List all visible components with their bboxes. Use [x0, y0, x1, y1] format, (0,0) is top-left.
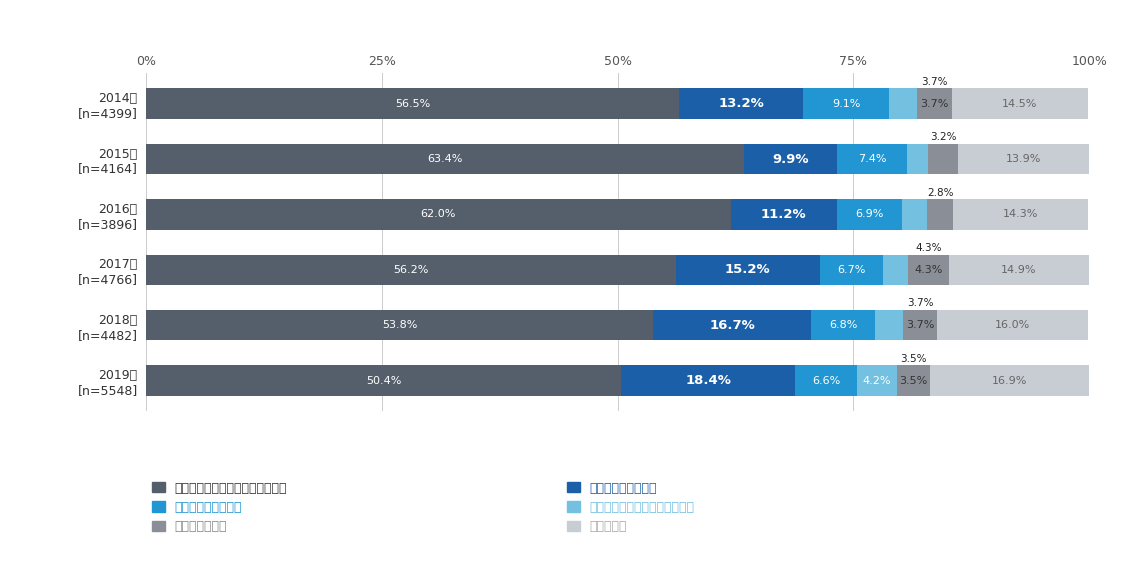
Bar: [928, 144, 958, 175]
Bar: [951, 88, 1088, 119]
Bar: [811, 310, 875, 341]
Bar: [897, 365, 930, 396]
Text: 56.5%: 56.5%: [395, 99, 430, 109]
Text: 56.2%: 56.2%: [393, 265, 429, 275]
Text: 3.7%: 3.7%: [921, 77, 948, 87]
Text: 3.2%: 3.2%: [930, 132, 957, 142]
Bar: [938, 310, 1088, 341]
Bar: [745, 144, 838, 175]
Text: 3.7%: 3.7%: [920, 99, 948, 109]
Bar: [930, 365, 1089, 396]
Text: 7.4%: 7.4%: [858, 154, 886, 164]
Bar: [953, 199, 1088, 230]
Text: 18.4%: 18.4%: [685, 374, 731, 387]
Bar: [903, 310, 938, 341]
Text: 62.0%: 62.0%: [421, 209, 456, 220]
Text: 13.2%: 13.2%: [719, 97, 764, 110]
Bar: [889, 88, 916, 119]
Bar: [838, 144, 907, 175]
Bar: [928, 199, 953, 230]
Text: 53.8%: 53.8%: [382, 320, 418, 330]
Bar: [146, 199, 731, 230]
Text: 4.2%: 4.2%: [862, 376, 892, 386]
Text: 3.7%: 3.7%: [906, 298, 933, 309]
Text: 6.9%: 6.9%: [855, 209, 883, 220]
Text: 14.3%: 14.3%: [1003, 209, 1039, 220]
Bar: [837, 199, 902, 230]
Text: 3.5%: 3.5%: [901, 354, 926, 364]
Bar: [916, 88, 951, 119]
Text: 9.9%: 9.9%: [773, 153, 809, 166]
Text: 15.2%: 15.2%: [725, 263, 770, 276]
Text: 16.7%: 16.7%: [710, 319, 755, 332]
Bar: [146, 144, 745, 175]
Text: 9.1%: 9.1%: [832, 99, 860, 109]
Bar: [907, 144, 928, 175]
Text: 6.6%: 6.6%: [812, 376, 840, 386]
Bar: [949, 254, 1089, 285]
Text: 6.7%: 6.7%: [837, 265, 866, 275]
Text: 50.4%: 50.4%: [366, 376, 401, 386]
Bar: [803, 88, 889, 119]
Text: 11.2%: 11.2%: [761, 208, 806, 221]
Text: 4.3%: 4.3%: [915, 243, 942, 253]
Text: 3.5%: 3.5%: [900, 376, 928, 386]
Text: 3.7%: 3.7%: [906, 320, 934, 330]
Text: 16.0%: 16.0%: [995, 320, 1031, 330]
Bar: [857, 365, 897, 396]
Bar: [958, 144, 1089, 175]
Bar: [795, 365, 857, 396]
Bar: [731, 199, 837, 230]
Bar: [679, 88, 803, 119]
Bar: [146, 88, 679, 119]
Text: 2.8%: 2.8%: [926, 187, 953, 198]
Bar: [820, 254, 883, 285]
Text: 63.4%: 63.4%: [428, 154, 463, 164]
Text: 4.3%: 4.3%: [914, 265, 942, 275]
Text: 6.8%: 6.8%: [829, 320, 857, 330]
Bar: [875, 310, 903, 341]
Bar: [883, 254, 909, 285]
Text: 16.9%: 16.9%: [992, 376, 1028, 386]
Bar: [654, 310, 811, 341]
Bar: [676, 254, 820, 285]
Bar: [146, 310, 654, 341]
Text: 14.9%: 14.9%: [1002, 265, 1037, 275]
Bar: [621, 365, 795, 396]
Bar: [909, 254, 949, 285]
Text: 14.5%: 14.5%: [1003, 99, 1038, 109]
Text: 13.9%: 13.9%: [1006, 154, 1041, 164]
Bar: [146, 254, 676, 285]
Bar: [146, 365, 621, 396]
Bar: [902, 199, 928, 230]
Legend: そのうち転職したい, フリーランスとして独立したい, わからない: そのうち転職したい, フリーランスとして独立したい, わからない: [567, 481, 695, 533]
